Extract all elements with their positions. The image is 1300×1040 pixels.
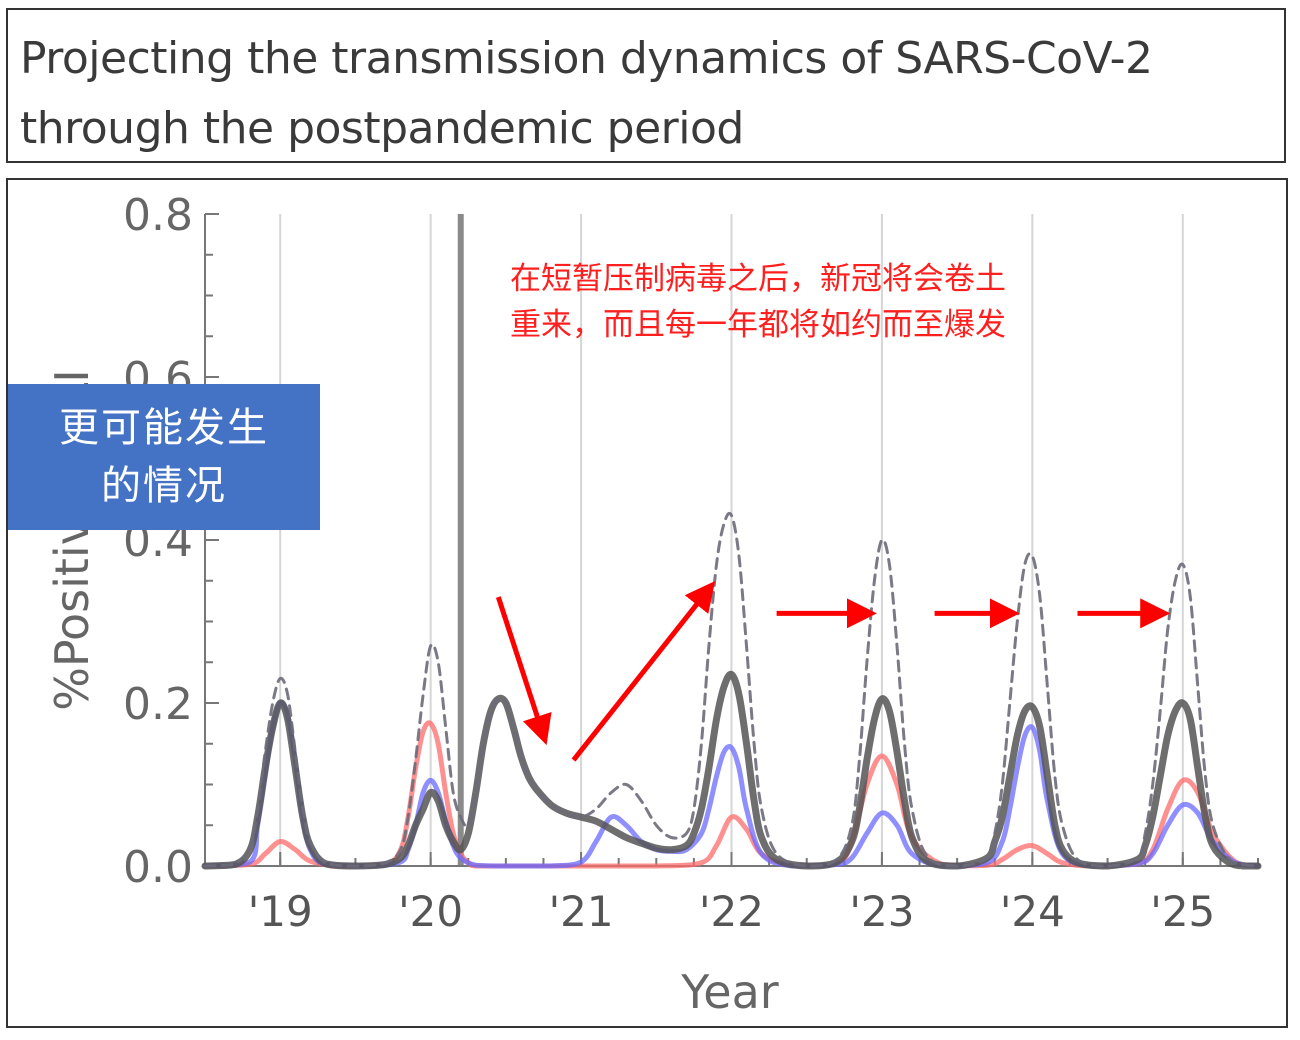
x-tick-label: '19 bbox=[248, 887, 313, 936]
x-tick-label: '23 bbox=[849, 887, 914, 936]
chart-frame bbox=[6, 178, 1288, 1028]
x-tick-label: '22 bbox=[699, 887, 764, 936]
title-box: Projecting the transmission dynamics of … bbox=[6, 8, 1286, 163]
series-layer bbox=[201, 511, 1262, 870]
series-line-total-solid bbox=[201, 670, 1262, 870]
y-tick-label: 0.2 bbox=[123, 679, 193, 730]
axes-layer: 0.00.20.40.60.8'19'20'21'22'23'24'25 bbox=[123, 190, 1259, 936]
red-arrow bbox=[495, 596, 552, 746]
x-axis-label: Year bbox=[680, 965, 778, 1019]
arrow-layer bbox=[495, 581, 1171, 762]
scenario-label-box: 更可能发生 的情况 bbox=[8, 384, 320, 530]
y-tick-label: 0.8 bbox=[123, 190, 193, 241]
annotation-note: 在短暂压制病毒之后，新冠将会卷土 重来，而且每一年都将如约而至爆发 bbox=[510, 261, 1006, 343]
red-arrow bbox=[571, 581, 716, 762]
page-title: Projecting the transmission dynamics of … bbox=[20, 33, 1153, 154]
x-tick-label: '20 bbox=[398, 887, 463, 936]
y-tick-label: 0.0 bbox=[123, 842, 193, 893]
series-line-total-dashed bbox=[203, 511, 1260, 868]
x-tick-label: '25 bbox=[1150, 887, 1215, 936]
x-tick-label: '21 bbox=[549, 887, 614, 936]
x-tick-label: '24 bbox=[1000, 887, 1065, 936]
grid-layer bbox=[279, 214, 1184, 866]
